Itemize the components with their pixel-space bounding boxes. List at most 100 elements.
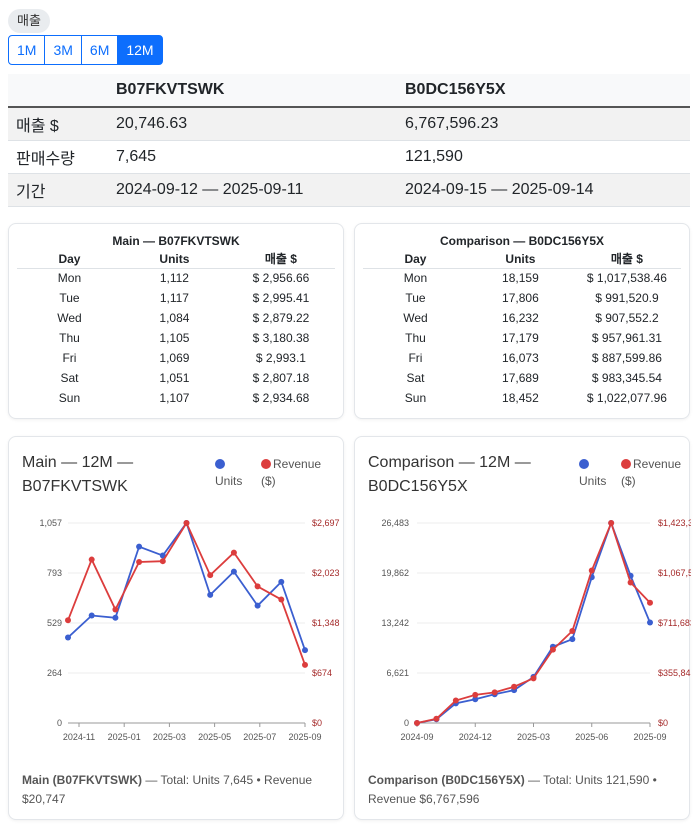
range-button-6m[interactable]: 6M [80,35,119,65]
dow-units: 18,452 [502,391,539,405]
y-left-tick-label: 19,862 [381,568,409,578]
summary-value-comparison: 2024-09-15 — 2025-09-14 [397,173,690,207]
data-point-units [65,634,71,641]
data-point-revenue [302,661,308,668]
y-left-tick-label: 6,621 [386,668,409,678]
dow-units: 17,179 [502,331,539,345]
footer-text: — Total: Units 121,590 • Revenue $6,767,… [368,773,657,806]
range-button-3m[interactable]: 3M [44,35,82,65]
dow-day: Wed [403,311,428,325]
dow-revenue: $ 1,022,077.96 [586,391,667,405]
dow-revenue: $ 887,599.86 [591,351,662,365]
y-left-tick-label: 264 [47,668,62,678]
summary-value-comparison: 6,767,596.23 [397,107,690,141]
data-point-revenue [88,556,95,563]
dow-units: 17,689 [502,371,539,385]
data-point-revenue [588,567,595,574]
table-row: Sat 1,051 $ 2,807.18 [17,368,335,388]
dow-header-units: Units [467,250,573,269]
dow-revenue: $ 907,552.2 [595,311,659,325]
legend-item-units[interactable]: Units [579,456,623,490]
y-left-tick-label: 0 [404,718,409,728]
range-button-12m[interactable]: 12M [117,35,163,65]
table-row: Wed 1,084 $ 2,879.22 [17,308,335,328]
summary-label: 판매수량 [8,140,108,174]
legend-item-revenue[interactable]: Revenue ($) [621,456,691,490]
dow-revenue: $ 2,879.22 [252,311,310,325]
data-point-revenue [452,697,459,704]
x-tick-label: 2025-06 [575,732,608,742]
dow-revenue: $ 3,180.38 [252,331,310,345]
range-button-group: 1M 3M 6M 12M [8,35,163,65]
units-dot-icon [215,459,225,469]
data-point-revenue [530,675,537,682]
chart-card-main: Main — 12M — B07FKVTSWK Units Revenue ($… [8,436,344,820]
summary-label: 기간 [8,173,108,207]
range-button-1m[interactable]: 1M [8,35,46,65]
data-point-revenue [433,715,440,722]
data-point-revenue [136,559,143,566]
x-tick-label: 2024-12 [459,732,492,742]
dow-day: Thu [59,331,80,345]
summary-label: 매출 $ [8,107,108,141]
data-point-revenue [254,583,261,590]
data-point-revenue [230,549,237,556]
y-right-tick-label: $0 [312,718,322,728]
dow-day: Sat [60,371,79,385]
x-tick-label: 2025-01 [108,732,141,742]
legend-label-revenue: Revenue ($) [621,457,682,488]
dow-revenue: $ 2,956.66 [252,271,310,286]
summary-header-comparison: B0DC156Y5X [397,74,690,108]
dow-day: Sat [406,371,425,385]
table-row: Fri 16,073 $ 887,599.86 [363,348,681,368]
data-point-revenue [608,520,615,526]
dow-header-revenue: 매출 $ [226,250,335,269]
table-row: Tue 17,806 $ 991,520.9 [363,288,681,308]
data-point-revenue [549,646,556,653]
revenue-dot-icon [621,459,631,469]
dow-day: Mon [57,271,82,286]
data-point-revenue [569,627,576,634]
data-point-units [302,647,308,654]
legend-item-units[interactable]: Units [215,456,261,490]
data-point-revenue [159,558,166,565]
dow-units: 1,051 [159,371,190,385]
dow-card-title: Main — B07FKVTSWK [112,234,240,248]
data-point-revenue [65,617,71,624]
summary-value-main: 2024-09-12 — 2025-09-11 [108,173,397,207]
data-point-units [112,614,119,621]
table-row: Thu 17,179 $ 957,961.31 [363,328,681,348]
dow-units: 1,112 [159,271,189,286]
summary-header-row: B07FKVTSWK B0DC156Y5X [8,74,690,108]
y-right-tick-label: $1,067,524 [658,568,691,578]
dow-units: 17,806 [502,291,539,305]
dow-day: Wed [57,311,82,325]
chart-title: Comparison — 12M — B0DC156Y5X [368,454,531,495]
data-point-revenue [647,599,653,606]
legend-item-revenue[interactable]: Revenue ($) [261,456,331,490]
data-point-units [88,612,95,619]
units-dot-icon [579,459,589,469]
dow-day: Tue [59,291,80,305]
y-left-tick-label: 0 [57,718,62,728]
revenue-dot-icon [261,459,271,469]
dow-day: Fri [408,351,423,365]
chart-footer: Main (B07FKVTSWK) — Total: Units 7,645 •… [22,771,334,809]
table-row: 판매수량 7,645 121,590 [8,140,690,174]
summary-value-comparison: 121,590 [397,140,690,174]
table-row: Sun 18,452 $ 1,022,077.96 [363,388,681,408]
table-row: Sun 1,107 $ 2,934.68 [17,388,335,408]
y-right-tick-label: $2,697 [312,518,340,528]
data-point-units [278,578,285,585]
data-point-units [136,543,143,550]
chart-title: Main — 12M — B07FKVTSWK [22,454,134,495]
dow-day: Thu [405,331,426,345]
footer-text: — Total: Units 7,645 • Revenue $20,747 [22,773,313,806]
chart-card-comparison: Comparison — 12M — B0DC156Y5X Units Reve… [354,436,691,820]
footer-label: Main (B07FKVTSWK) [22,773,142,787]
data-point-revenue [491,689,498,696]
dow-header-units: Units [121,250,227,269]
dow-units: 1,107 [159,391,190,405]
y-right-tick-label: $674 [312,668,332,678]
summary-header-blank [8,74,108,108]
